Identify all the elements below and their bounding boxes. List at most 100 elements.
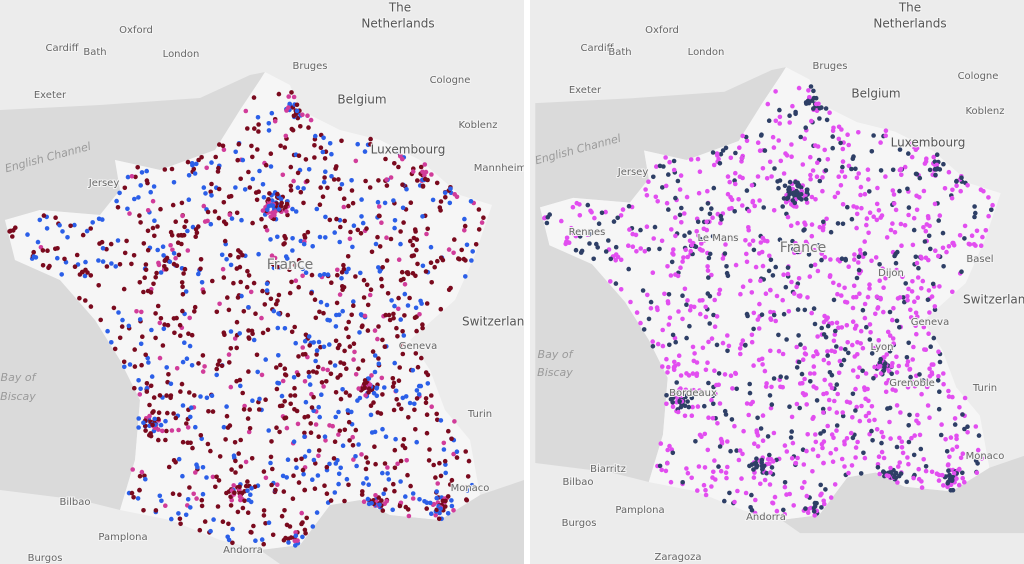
point: [270, 466, 275, 472]
point: [954, 433, 959, 439]
panel-divider: [524, 0, 530, 564]
point: [927, 366, 932, 372]
point: [846, 142, 851, 148]
point: [683, 387, 689, 393]
point: [385, 471, 390, 476]
point: [273, 301, 279, 307]
point: [828, 450, 833, 456]
point: [246, 273, 252, 278]
point: [323, 438, 328, 443]
point: [153, 275, 158, 280]
point: [403, 504, 409, 510]
point: [689, 413, 695, 419]
point: [585, 202, 591, 208]
point: [125, 174, 131, 180]
point: [828, 495, 834, 500]
point: [711, 185, 717, 191]
point: [305, 229, 311, 235]
point: [350, 434, 356, 440]
point: [834, 410, 840, 415]
point: [809, 118, 814, 124]
point: [767, 253, 772, 259]
point: [613, 252, 619, 257]
point: [767, 482, 773, 487]
point: [818, 482, 823, 488]
point: [216, 165, 221, 171]
point: [714, 342, 720, 348]
point: [921, 188, 927, 194]
point: [294, 108, 300, 114]
point: [902, 164, 908, 170]
point: [313, 358, 318, 364]
point: [255, 369, 260, 375]
point: [802, 376, 807, 382]
point: [834, 428, 839, 433]
point: [293, 530, 298, 535]
point: [818, 431, 823, 436]
point: [220, 519, 226, 524]
place-label: Bath: [608, 47, 631, 58]
point: [873, 311, 878, 317]
point: [812, 371, 817, 376]
point: [666, 364, 671, 370]
point: [80, 232, 86, 238]
point: [836, 370, 842, 376]
point: [905, 294, 910, 299]
point: [180, 439, 186, 445]
point: [145, 247, 151, 253]
point: [293, 278, 299, 284]
point: [794, 344, 799, 350]
point: [811, 354, 816, 359]
point: [399, 342, 405, 348]
point: [307, 382, 313, 387]
point: [248, 492, 253, 498]
point: [756, 357, 762, 363]
point: [256, 407, 262, 412]
point: [178, 521, 183, 527]
point: [293, 209, 299, 214]
point: [282, 366, 288, 372]
point: [957, 405, 962, 410]
point: [990, 202, 995, 208]
point: [213, 154, 218, 160]
point: [926, 233, 932, 239]
point: [793, 460, 799, 466]
point: [349, 409, 354, 415]
point: [712, 368, 717, 374]
point: [168, 381, 174, 387]
point: [878, 168, 884, 173]
point: [251, 95, 257, 100]
point: [397, 503, 403, 509]
point: [760, 413, 766, 418]
point: [150, 410, 155, 415]
point: [784, 449, 790, 454]
point: [655, 199, 660, 204]
point: [268, 237, 273, 242]
point: [751, 326, 756, 332]
point: [224, 257, 229, 262]
point: [673, 215, 678, 220]
point: [204, 165, 209, 171]
point: [360, 489, 365, 494]
point: [393, 388, 399, 394]
point: [821, 429, 827, 434]
point: [821, 460, 826, 466]
point: [751, 475, 757, 480]
point: [751, 310, 757, 316]
point: [754, 428, 759, 433]
point: [729, 417, 735, 422]
point: [329, 151, 334, 157]
point: [676, 362, 681, 367]
point: [897, 460, 902, 465]
point: [948, 435, 954, 440]
point: [308, 117, 314, 123]
point: [269, 482, 274, 488]
point: [564, 235, 570, 241]
point: [267, 191, 272, 196]
point: [331, 177, 337, 182]
point: [842, 439, 847, 444]
point: [894, 444, 900, 450]
point: [337, 292, 343, 297]
point: [293, 340, 299, 346]
point: [741, 428, 746, 434]
